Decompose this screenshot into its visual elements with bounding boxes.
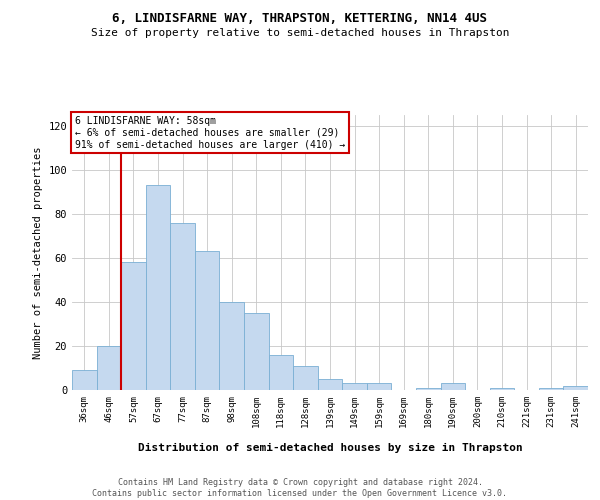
Bar	[97, 346, 121, 390]
Y-axis label: Number of semi-detached properties: Number of semi-detached properties	[33, 146, 43, 359]
Bar	[293, 366, 318, 390]
Bar	[416, 388, 440, 390]
Bar	[318, 379, 342, 390]
Bar	[539, 388, 563, 390]
Bar	[367, 384, 391, 390]
Text: 6 LINDISFARNE WAY: 58sqm
← 6% of semi-detached houses are smaller (29)
91% of se: 6 LINDISFARNE WAY: 58sqm ← 6% of semi-de…	[74, 116, 345, 150]
Bar	[146, 186, 170, 390]
Text: Contains HM Land Registry data © Crown copyright and database right 2024.
Contai: Contains HM Land Registry data © Crown c…	[92, 478, 508, 498]
Bar	[72, 370, 97, 390]
Text: 6, LINDISFARNE WAY, THRAPSTON, KETTERING, NN14 4US: 6, LINDISFARNE WAY, THRAPSTON, KETTERING…	[113, 12, 487, 26]
Bar	[269, 355, 293, 390]
Bar	[220, 302, 244, 390]
Bar	[342, 384, 367, 390]
Bar	[490, 388, 514, 390]
Bar	[244, 313, 269, 390]
Bar	[563, 386, 588, 390]
Text: Distribution of semi-detached houses by size in Thrapston: Distribution of semi-detached houses by …	[137, 442, 523, 452]
Bar	[121, 262, 146, 390]
Bar	[195, 252, 220, 390]
Bar	[440, 384, 465, 390]
Text: Size of property relative to semi-detached houses in Thrapston: Size of property relative to semi-detach…	[91, 28, 509, 38]
Bar	[170, 223, 195, 390]
